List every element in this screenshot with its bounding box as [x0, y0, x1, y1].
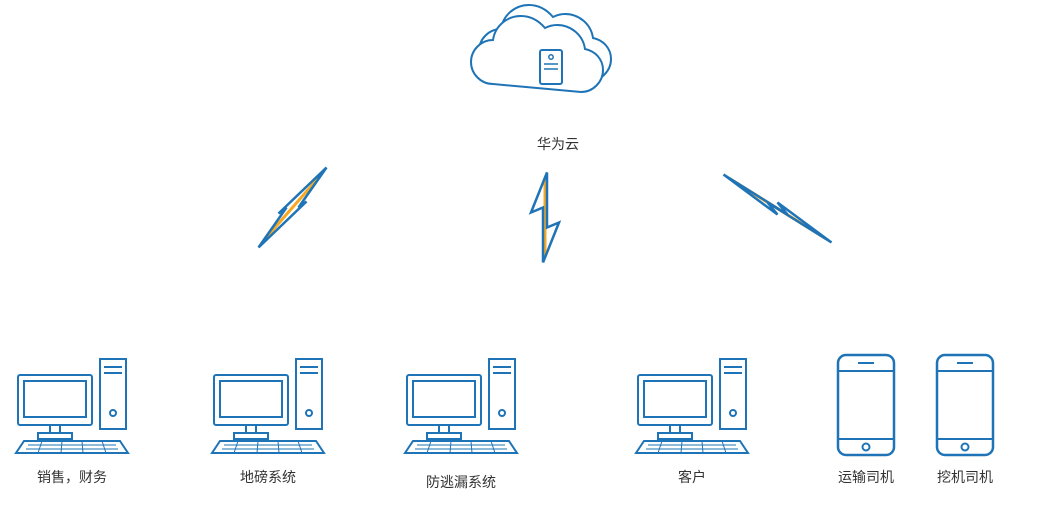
desktop-icon [212, 359, 324, 453]
smartphone-icon [838, 355, 894, 455]
client-label: 地磅系统 [240, 467, 296, 487]
client-label: 挖机司机 [937, 467, 993, 487]
cloud-label: 华为云 [537, 134, 579, 154]
client-label: 运输司机 [838, 467, 894, 487]
cloud-icon [471, 5, 611, 92]
desktop-icon [16, 359, 128, 453]
connection-bolt-icon [724, 175, 832, 243]
desktop-icon [405, 359, 517, 453]
desktop-icon [636, 359, 748, 453]
connection-bolt-icon [531, 173, 559, 263]
client-label: 防逃漏系统 [426, 472, 496, 492]
client-label: 销售，财务 [37, 467, 107, 487]
client-label: 客户 [678, 467, 706, 487]
smartphone-icon [937, 355, 993, 455]
connection-bolt-icon [259, 168, 327, 248]
